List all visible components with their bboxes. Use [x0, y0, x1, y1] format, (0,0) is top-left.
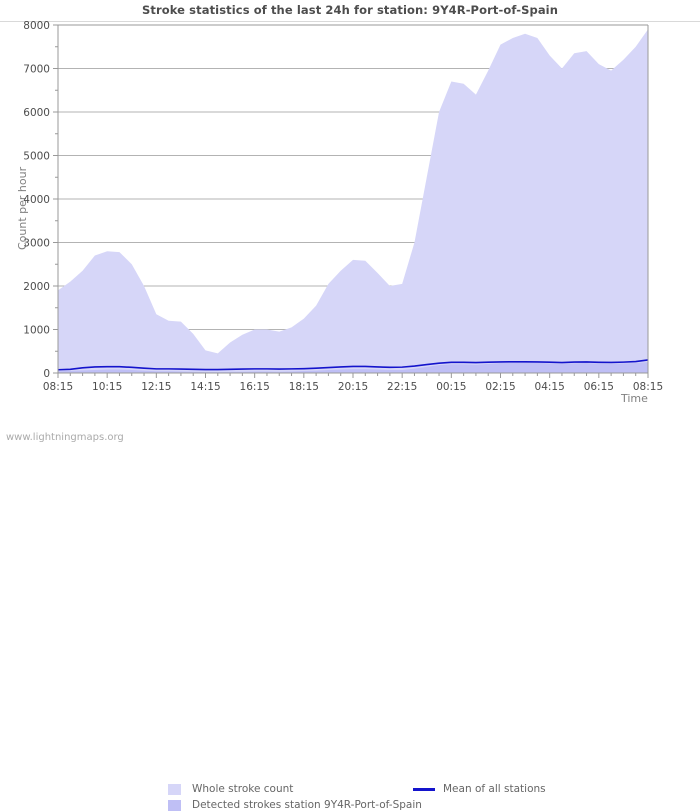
y-tick-label: 1000	[23, 325, 50, 337]
y-tick-label: 5000	[23, 151, 50, 163]
y-tick-label: 3000	[23, 238, 50, 250]
chart-legend: Whole stroke count Detected strokes stat…	[0, 389, 700, 811]
legend-swatch-detected-strokes	[168, 800, 181, 811]
chart-title: Stroke statistics of the last 24h for st…	[141, 3, 559, 17]
x-tick-label: 20:15	[338, 381, 368, 390]
x-tick-label: 00:15	[436, 381, 466, 390]
x-tick-label: 08:15	[633, 381, 663, 390]
legend-label-mean-of-all-stations: Mean of all stations	[443, 783, 546, 795]
x-tick-label: 04:15	[535, 381, 565, 390]
legend-swatch-mean-of-all-stations	[413, 788, 435, 791]
x-tick-label: 08:15	[43, 381, 73, 390]
x-tick-label: 10:15	[92, 381, 122, 390]
plot-area: 0 1000 2000 3000 4000 5000 6000 7000 8000 08:15 10…	[23, 20, 663, 390]
x-axis-label: Time	[621, 392, 648, 405]
line-mean-of-all-stations	[57, 359, 649, 371]
y-tick-label: 7000	[23, 64, 50, 76]
x-tick-label: 06:15	[584, 381, 614, 390]
y-tick-label: 0	[43, 368, 50, 380]
y-tick-label: 4000	[23, 194, 50, 206]
x-tick-label: 22:15	[387, 381, 417, 390]
y-tick-label: 6000	[23, 107, 50, 119]
x-tick-label: 16:15	[240, 381, 270, 390]
y-tick-label: 8000	[23, 20, 50, 32]
legend-label-detected-strokes: Detected strokes station 9Y4R-Port-of-Sp…	[192, 799, 422, 811]
legend-swatch-whole-stroke-count	[168, 784, 181, 795]
title-divider	[0, 21, 700, 22]
chart-container: Stroke statistics of the last 24h for st…	[0, 3, 700, 811]
legend-label-whole-stroke-count: Whole stroke count	[192, 783, 294, 795]
y-tick-label: 2000	[23, 281, 50, 293]
area-detected-strokes	[58, 362, 648, 373]
x-tick-label: 12:15	[141, 381, 171, 390]
x-tick-label: 02:15	[485, 381, 515, 390]
x-tick-label: 18:15	[289, 381, 319, 390]
area-whole-stroke-count	[58, 29, 648, 373]
site-footer-url: www.lightningmaps.org	[6, 432, 124, 443]
x-tick-label: 14:15	[190, 381, 220, 390]
